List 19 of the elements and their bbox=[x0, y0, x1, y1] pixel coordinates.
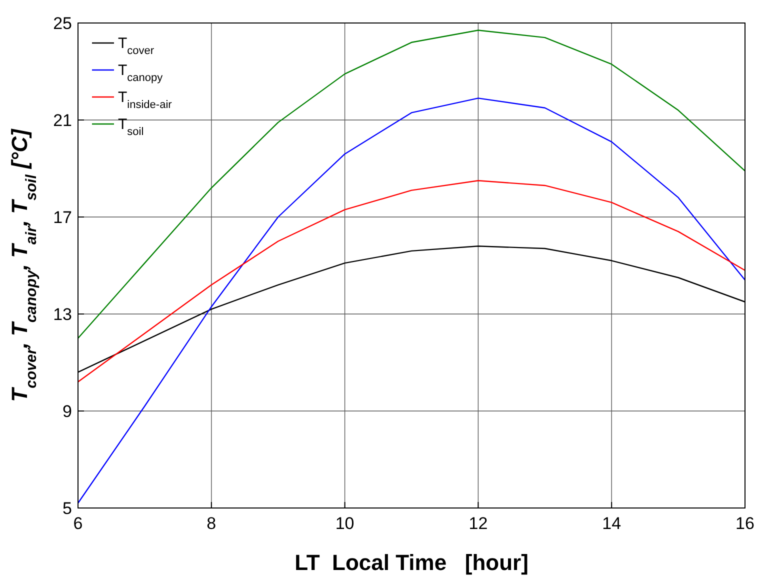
y-tick-label: 13 bbox=[53, 304, 72, 324]
y-tick-label: 25 bbox=[53, 14, 72, 33]
x-tick-label: 10 bbox=[335, 514, 354, 533]
y-tick-label: 9 bbox=[62, 402, 72, 421]
legend-label: T$_{cover}$ bbox=[118, 35, 154, 57]
legend-label: T$_{inside-air}$ bbox=[118, 89, 172, 111]
x-axis-title: LT Local Time [hour] bbox=[294, 550, 528, 575]
x-tick-label: 8 bbox=[206, 514, 216, 533]
line-series bbox=[77, 30, 746, 339]
x-tick-label: 14 bbox=[602, 514, 622, 533]
y-tick-label: 17 bbox=[53, 208, 72, 227]
legend-label: T$_{soil}$ bbox=[118, 116, 144, 138]
line-series bbox=[77, 180, 746, 382]
y-tick-label: 5 bbox=[62, 498, 72, 518]
x-tick-label: 16 bbox=[736, 514, 754, 533]
y-tick-label: 21 bbox=[53, 110, 72, 130]
x-tick-label: 12 bbox=[468, 514, 488, 533]
x-tick-label: 6 bbox=[73, 514, 83, 533]
legend-label: T$_{canopy}$ bbox=[118, 62, 164, 84]
